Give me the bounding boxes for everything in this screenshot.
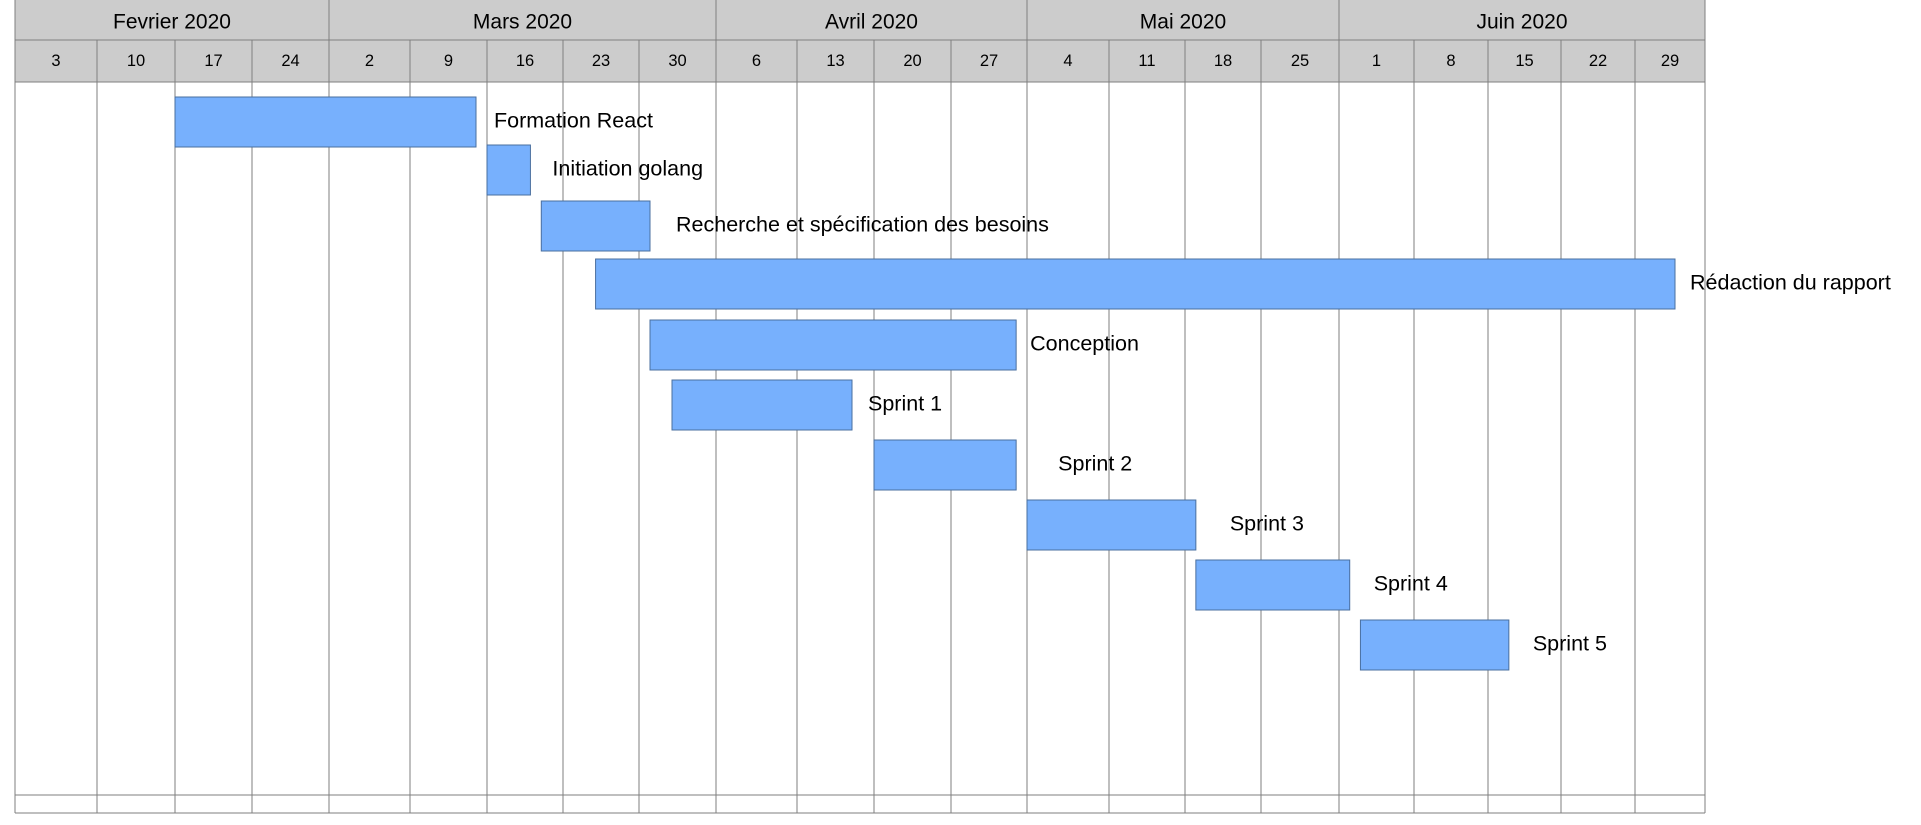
week-label: 30: [668, 52, 686, 70]
week-label: 6: [752, 52, 761, 70]
month-label: Mars 2020: [473, 11, 572, 34]
task-label: Sprint 2: [1058, 452, 1132, 476]
week-label: 18: [1214, 52, 1232, 70]
task-bar: [1359, 619, 1510, 671]
task-label: Conception: [1030, 332, 1139, 356]
week-label: 9: [444, 52, 453, 70]
task-label: Sprint 5: [1533, 632, 1607, 656]
task-bar: [873, 439, 1017, 491]
task-label: Sprint 3: [1230, 512, 1304, 536]
task-label: Recherche et spécification des besoins: [676, 213, 1049, 237]
week-label: 29: [1661, 52, 1679, 70]
task-bar: [595, 258, 1676, 310]
task-labels: Formation React Initiation golang Recherch…: [494, 109, 1891, 656]
task-bar: [1026, 499, 1197, 551]
task-label: Formation React: [494, 109, 653, 133]
week-labels: 3 10 17 24 2 9 16 23 30 6 13 20 27 4 11 18 25 1 8 15 22 29: [51, 52, 1679, 70]
task-label: Sprint 4: [1374, 572, 1448, 596]
month-label: Juin 2020: [1476, 11, 1567, 34]
week-label: 15: [1515, 52, 1533, 70]
task-bars: [174, 96, 1676, 671]
week-label: 4: [1063, 52, 1072, 70]
task-bar: [1195, 559, 1351, 611]
header-background: [15, 0, 1705, 82]
week-label: 25: [1291, 52, 1309, 70]
week-label: 2: [365, 52, 374, 70]
week-label: 24: [281, 52, 299, 70]
task-bar: [486, 144, 531, 196]
week-label: 3: [51, 52, 60, 70]
week-label: 11: [1138, 52, 1155, 70]
week-label: 1: [1372, 52, 1381, 70]
week-label: 13: [826, 52, 844, 70]
task-label: Initiation golang: [552, 157, 703, 181]
week-label: 20: [903, 52, 921, 70]
month-label: Mai 2020: [1140, 11, 1226, 34]
task-label: Sprint 1: [868, 392, 942, 416]
week-label: 17: [204, 52, 222, 70]
task-bar: [174, 96, 477, 148]
week-label: 22: [1589, 52, 1607, 70]
week-label: 10: [127, 52, 145, 70]
month-label: Fevrier 2020: [113, 11, 231, 34]
timeline-header: [15, 0, 1705, 82]
task-label: Rédaction du rapport: [1690, 271, 1891, 295]
month-label: Avril 2020: [825, 11, 918, 34]
week-label: 8: [1446, 52, 1455, 70]
week-label: 23: [592, 52, 610, 70]
task-bar: [649, 319, 1017, 371]
task-bar: [540, 200, 651, 252]
task-bar: [671, 379, 853, 431]
week-label: 27: [980, 52, 998, 70]
month-labels: Fevrier 2020 Mars 2020 Avril 2020 Mai 2020 J…: [113, 11, 1567, 34]
week-label: 16: [516, 52, 534, 70]
